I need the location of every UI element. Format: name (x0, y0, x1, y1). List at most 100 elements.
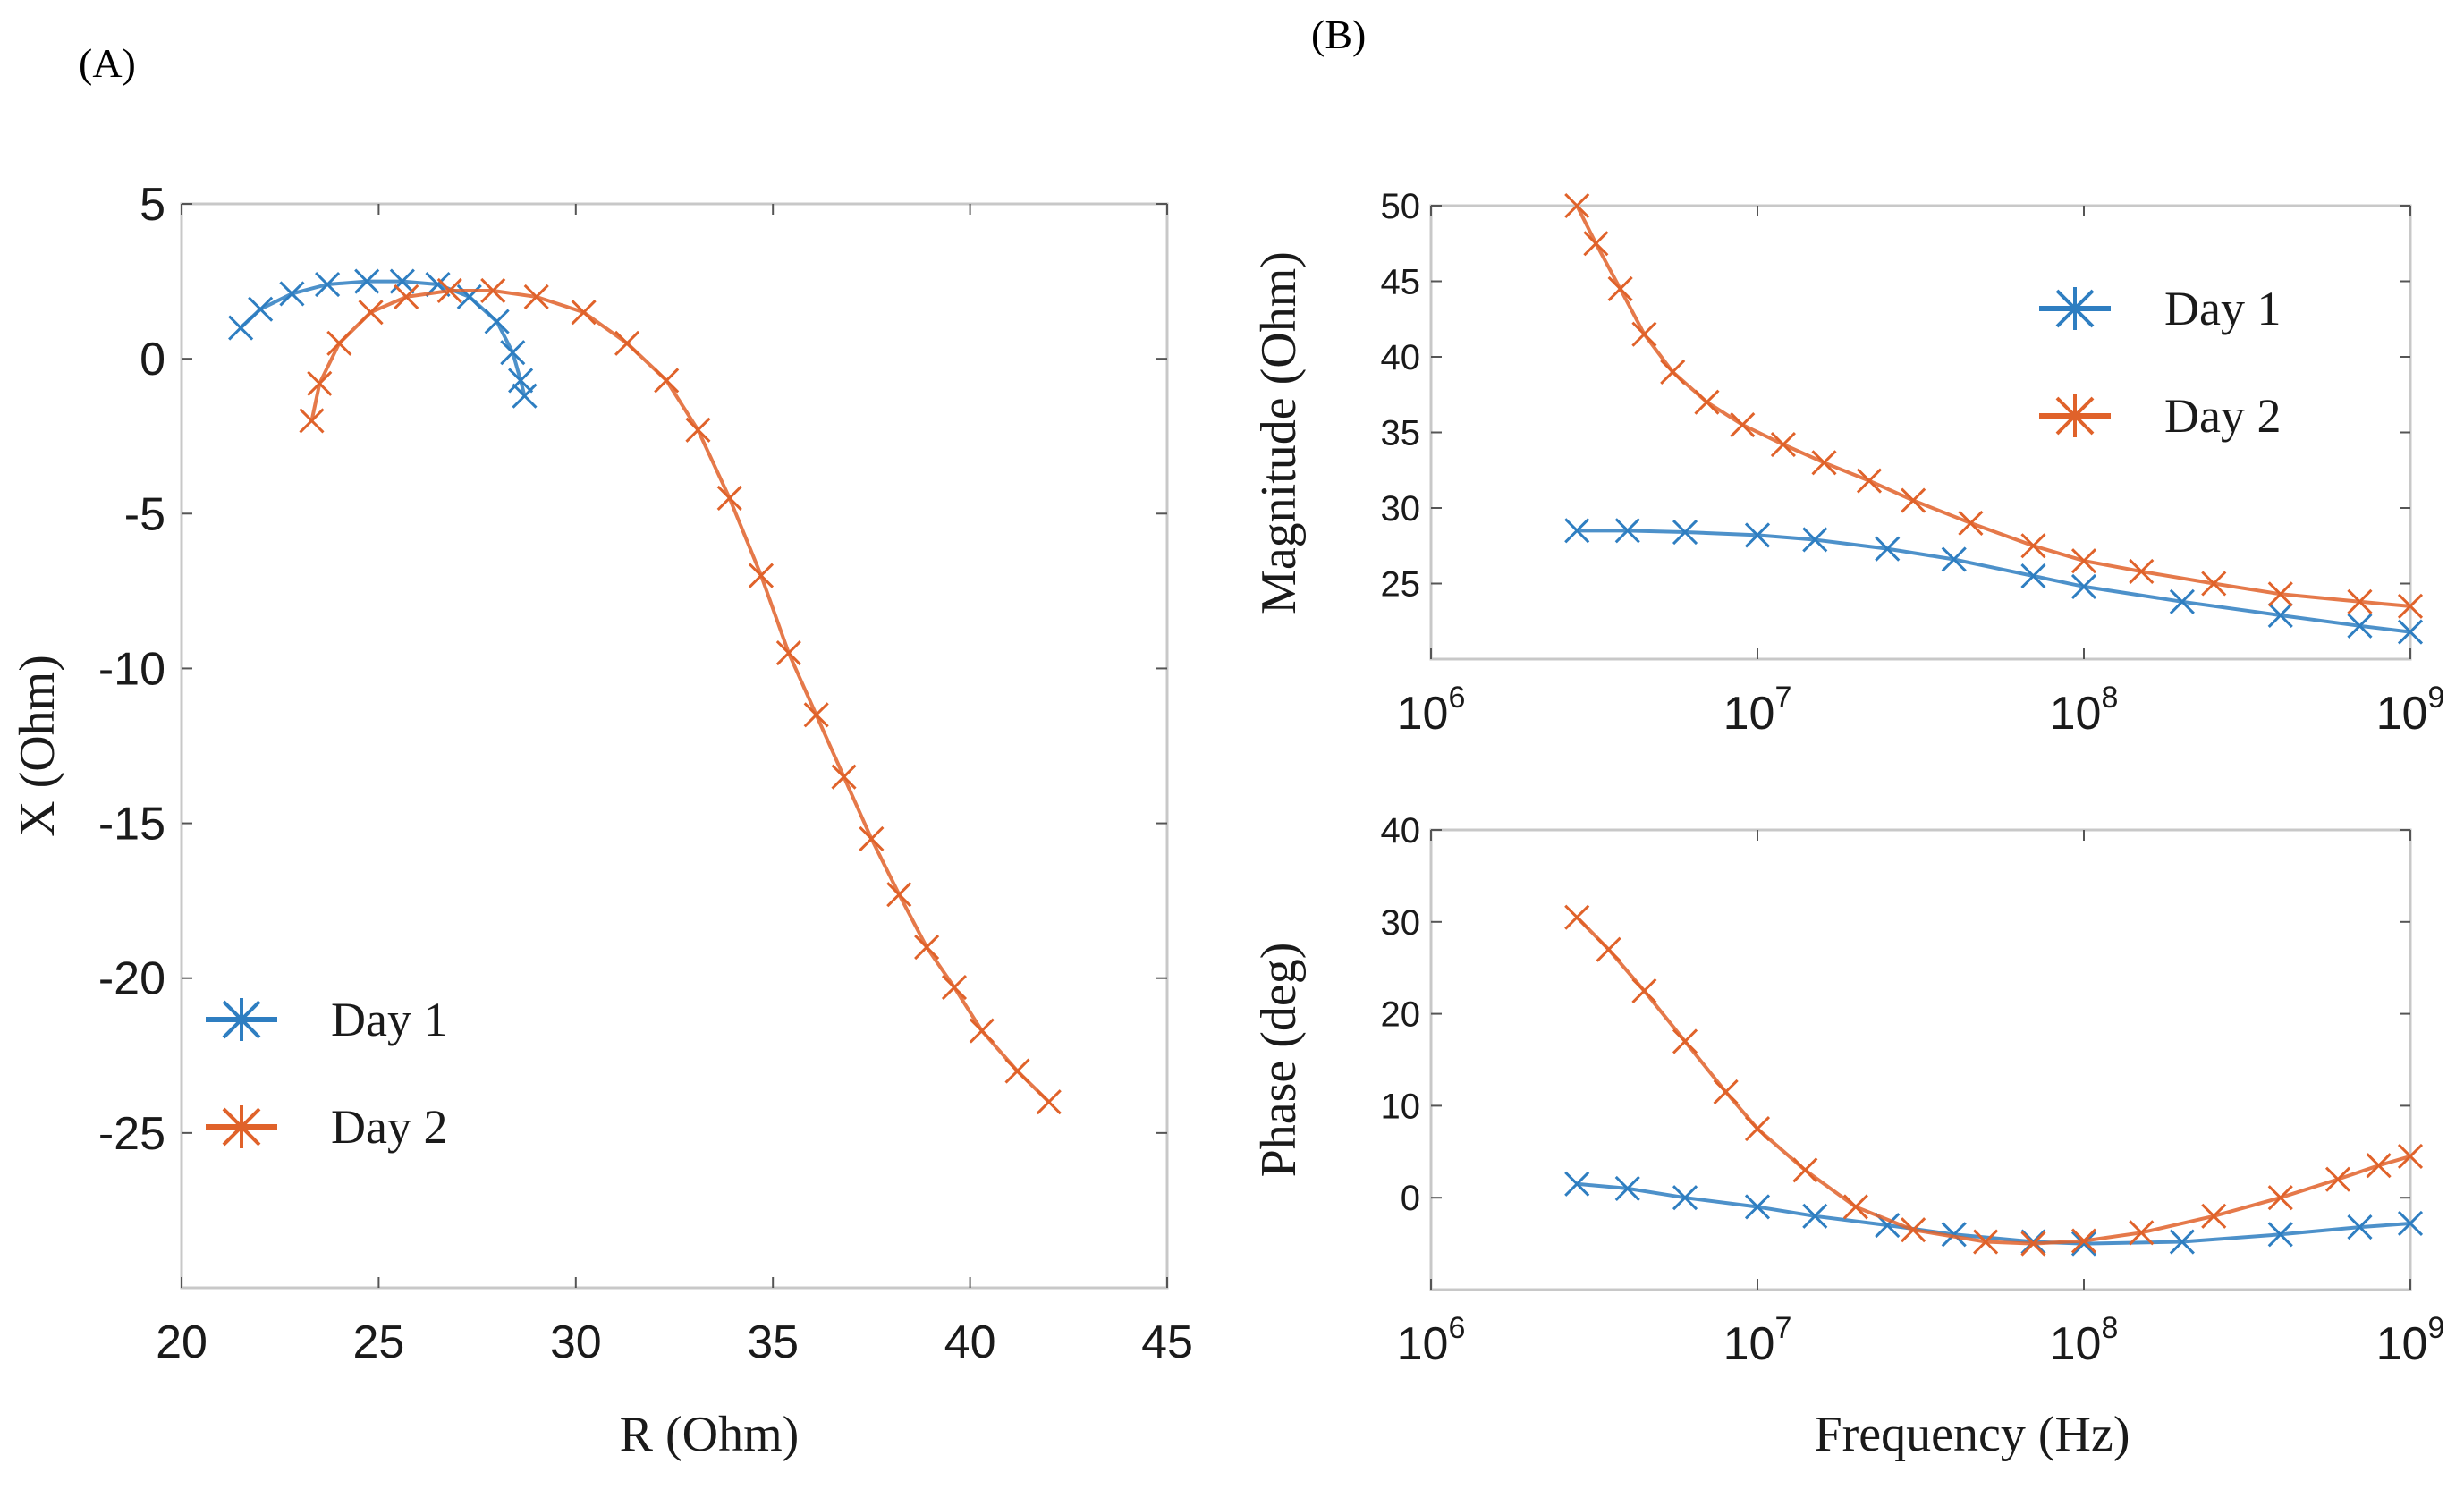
data-point (1958, 510, 1984, 536)
data-point (1802, 1203, 1828, 1229)
data-point (1792, 1157, 1818, 1183)
data-point (1564, 904, 1590, 930)
x-tick-label: 108 (2050, 681, 2119, 740)
data-point (2169, 1229, 2195, 1255)
data-point (2397, 593, 2424, 619)
y-axis-title: Phase (deg) (1251, 943, 1307, 1178)
data-point (248, 296, 274, 322)
data-point (1672, 1185, 1698, 1211)
data-point (456, 284, 482, 309)
data-point (2267, 602, 2293, 629)
data-point (1607, 275, 1633, 302)
data-point (1811, 450, 1837, 476)
x-tick-label: 109 (2376, 681, 2445, 740)
data-point (1941, 546, 1967, 572)
data-point (685, 417, 711, 443)
data-point (1631, 978, 1657, 1003)
data-point (523, 284, 549, 309)
data-point (2366, 1153, 2392, 1179)
data-point (2129, 558, 2155, 585)
data-point (2020, 563, 2046, 589)
series-line (1577, 529, 2411, 634)
series-day-1 (1564, 518, 2424, 645)
legend-item: Day 1 (206, 993, 447, 1046)
data-point (2020, 1231, 2046, 1257)
x-tick-label: 106 (1397, 1311, 1466, 1370)
data-point (2169, 588, 2195, 614)
series-day-2 (1564, 904, 2424, 1257)
data-point (654, 368, 680, 394)
legend-label: Day 1 (331, 993, 447, 1046)
data-point (748, 563, 775, 588)
data-point (1770, 431, 1796, 458)
data-point (2324, 1166, 2351, 1192)
data-point (315, 271, 341, 298)
x-tick-label: 40 (944, 1316, 996, 1368)
y-tick-label: 40 (1381, 338, 1421, 377)
chart-b-magnitude: 106 107 108 109 50 45 40 35 30 25 Magnitude (Ohm) D… (1251, 187, 2444, 740)
data-point (1583, 231, 1609, 257)
data-point (2070, 1228, 2097, 1254)
data-point (1596, 936, 1621, 962)
data-point (1614, 1175, 1640, 1201)
y-tick-label: 0 (140, 334, 165, 385)
data-point (775, 640, 801, 666)
data-point (2397, 1210, 2424, 1237)
data-point (2070, 1231, 2097, 1257)
legend-label: Day 2 (2164, 389, 2281, 443)
data-point (299, 408, 325, 434)
y-tick-label: -20 (98, 953, 165, 1005)
y-tick-label: 40 (1381, 811, 1421, 851)
y-tick-label: 50 (1381, 187, 1421, 226)
data-point (1901, 487, 1926, 513)
data-point (2129, 1220, 2155, 1246)
data-point (358, 300, 384, 326)
data-point (394, 284, 419, 309)
series-day-1 (1564, 1171, 2424, 1257)
series-day-2 (1564, 192, 2424, 619)
y-tick-label: 45 (1381, 263, 1421, 302)
data-point (1004, 1058, 1030, 1084)
legend-item: Day 1 (2039, 282, 2281, 335)
data-point (2020, 533, 2046, 559)
legend-item: Day 2 (206, 1100, 447, 1154)
y-axis-title: X (Ohm) (10, 655, 65, 837)
data-point (1564, 1171, 1590, 1197)
data-point (2397, 1143, 2424, 1170)
y-tick-label: 10 (1381, 1087, 1421, 1126)
y-tick-label: 0 (1401, 1179, 1420, 1218)
plot-frame (1429, 828, 2412, 1291)
data-point (914, 935, 940, 961)
data-point (1036, 1089, 1062, 1115)
data-point (1856, 468, 1883, 494)
data-point (2267, 1185, 2293, 1211)
data-point (1875, 536, 1901, 562)
data-point (614, 330, 640, 356)
legend: Day 1 Day 2 (2039, 282, 2281, 443)
data-point (354, 268, 380, 294)
data-point (2070, 548, 2097, 574)
data-point (2267, 581, 2293, 607)
data-point (859, 825, 885, 851)
data-point (2201, 571, 2227, 597)
data-point (886, 882, 912, 908)
legend-label: Day 1 (2164, 282, 2281, 335)
y-tick-label: 20 (1381, 995, 1421, 1035)
data-point (1672, 1028, 1698, 1054)
data-point (279, 281, 305, 307)
data-point (1941, 1222, 1967, 1248)
panel-label-b: (B) (1311, 12, 1367, 57)
data-point (2267, 1222, 2293, 1248)
chart-b-phase: 106 107 108 109 40 30 20 10 0 Phase (deg) Frequenc… (1251, 811, 2444, 1462)
data-point (571, 300, 597, 326)
data-point (1730, 411, 1756, 438)
x-axis-title: Frequency (Hz) (1815, 1407, 2130, 1462)
data-point (1802, 527, 1828, 553)
series-day-1 (228, 268, 538, 409)
x-tick-label: 30 (550, 1316, 602, 1368)
series-line (239, 279, 527, 397)
data-point (2347, 588, 2373, 614)
series-line (1575, 916, 2411, 1246)
y-tick-label: -10 (98, 643, 165, 695)
